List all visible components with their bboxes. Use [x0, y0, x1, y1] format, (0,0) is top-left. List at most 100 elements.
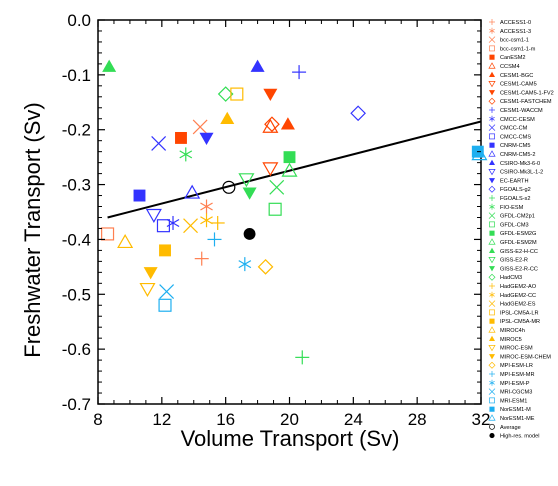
- marker-ipsl-cm5a-mr: [159, 244, 171, 257]
- legend-marker: [489, 133, 495, 140]
- legend-marker: [489, 115, 495, 122]
- plot-frame: [97, 19, 482, 405]
- legend-label: CESM1-WACCM: [500, 108, 543, 114]
- legend-marker: [488, 124, 496, 131]
- marker-access1-0: [194, 251, 209, 266]
- x-axis-title: Volume Transport (Sv): [181, 426, 400, 451]
- y-tick-label: -0.5: [62, 285, 91, 304]
- marker-giss-e2-h-cc: [102, 59, 117, 72]
- legend-marker: [488, 169, 496, 176]
- legend-label: CanESM2: [500, 55, 526, 61]
- legend-marker: [488, 257, 496, 264]
- legend-label: MIROC5: [500, 337, 522, 343]
- marker-access1-3: [200, 199, 213, 214]
- legend-label: ACCESS1-3: [500, 29, 531, 35]
- legend-label: HadGEM2-AO: [500, 284, 537, 290]
- regression-line: [107, 120, 482, 219]
- marker-miroc-esm-chem: [143, 267, 158, 280]
- legend-marker: [489, 309, 495, 316]
- marker-cesm1-waccm: [292, 65, 307, 80]
- marker-bcc-csm1-1-m: [101, 227, 115, 241]
- marker-mpi-esm-mr: [207, 232, 222, 247]
- legend-label: GFDL-CM3: [500, 222, 529, 228]
- marker-bcc-csm1-1: [192, 119, 208, 135]
- legend-label: CCSM4: [500, 64, 520, 70]
- legend-label: NorESM1-M: [500, 407, 531, 413]
- legend-label: MIROC-ESM: [500, 346, 533, 352]
- legend-label: GFDL-ESM2M: [500, 240, 537, 246]
- marker-giss-e2-r: [238, 173, 255, 188]
- legend-marker: [489, 406, 495, 412]
- marker-average: [222, 180, 236, 194]
- legend-label: GFDL-CM2p1: [500, 214, 535, 220]
- legend-marker: [488, 273, 496, 281]
- marker-cesm1-bgc: [280, 117, 295, 130]
- legend-marker: [489, 19, 495, 25]
- legend-marker: [488, 238, 496, 245]
- legend-label: GFDL-ESM2G: [500, 231, 536, 237]
- data-markers: [101, 59, 488, 365]
- legend-label: bcc-csm1-1: [500, 38, 529, 44]
- marker-gfdl-cm2p1: [269, 179, 285, 195]
- y-tick-label: 0.0: [67, 11, 91, 30]
- legend-marker: [489, 203, 495, 210]
- plot-area: [97, 19, 482, 405]
- legend-label: EC-EARTH: [500, 178, 529, 184]
- marker-cmcc-cesm: [166, 215, 180, 230]
- marker-hadgem2-cc: [200, 213, 213, 228]
- legend-label: CESM1-CAM5: [500, 82, 537, 88]
- marker-hadgem2-es: [183, 218, 198, 234]
- legend-marker: [489, 178, 495, 184]
- legend-label: IPSL-CM5A-MR: [500, 319, 540, 325]
- marker-gfdl-esm2g: [283, 151, 296, 164]
- legend-label: CNRM-CM5-2: [500, 152, 535, 158]
- legend-label: CNRM-CM5: [500, 143, 530, 149]
- legend-marker: [489, 423, 495, 430]
- legend-marker: [489, 221, 495, 228]
- legend-label: HadGEM2-ES: [500, 302, 536, 308]
- marker-cesm1-cam5: [262, 162, 279, 177]
- legend-marker: [488, 414, 496, 421]
- marker-cnrm-cm5: [133, 189, 146, 202]
- marker-ec-earth: [199, 132, 214, 145]
- axes: 8 12 16 20 24 28 32 0.0 -0.1 -0.2 -0.3 -0.4 -0.5 -0.6…: [62, 11, 491, 429]
- y-tick-label: -0.6: [62, 340, 91, 359]
- marker-cmcc-cms: [156, 219, 170, 233]
- legend-marker: [488, 62, 496, 69]
- legend-label: High-res. model: [500, 434, 539, 440]
- legend-marker: [489, 379, 495, 386]
- legend-marker: [489, 354, 495, 360]
- legend-marker: [489, 433, 495, 439]
- marker-csiro-mk3l-1-2: [145, 208, 162, 223]
- legend-label: FGOALS-s2: [500, 196, 530, 202]
- legend-marker: [489, 283, 495, 289]
- legend-label: CESM1-BGC: [500, 73, 533, 79]
- x-tick-label: 28: [408, 410, 427, 429]
- legend-label: HadGEM2-CC: [500, 293, 536, 299]
- marker-high-res-model: [243, 227, 256, 240]
- legend-marker: [489, 230, 495, 236]
- legend-marker: [488, 388, 496, 395]
- marker-miroc-esm: [139, 282, 156, 298]
- legend-marker: [489, 90, 495, 96]
- marker-mpi-esm-p: [238, 257, 252, 272]
- legend-label: Average: [500, 425, 521, 431]
- legend-marker: [489, 107, 495, 113]
- marker-mri-esm1: [158, 298, 172, 312]
- legend-label: CMCC-CMS: [500, 134, 531, 140]
- legend-label: CMCC-CESM: [500, 117, 535, 123]
- legend-label: MIROC4h: [500, 328, 525, 334]
- legend-label: HadCM3: [500, 275, 522, 281]
- legend-marker: [488, 361, 496, 369]
- legend-label: NorESM1-ME: [500, 416, 535, 422]
- y-axis-title: Freshwater Transport (Sv): [20, 102, 45, 358]
- legend-label: bcc-csm1-1-m: [500, 46, 536, 52]
- marker-miroc5: [220, 111, 235, 124]
- marker-csiro-mk3-6-0: [250, 59, 265, 72]
- legend-marker: [489, 142, 495, 148]
- legend-marker: [489, 266, 495, 272]
- marker-cesm1-fastchem: [264, 116, 280, 133]
- legend-label: CSIRO-Mk3-6-0: [500, 161, 540, 167]
- y-tick-label: -0.4: [62, 230, 91, 249]
